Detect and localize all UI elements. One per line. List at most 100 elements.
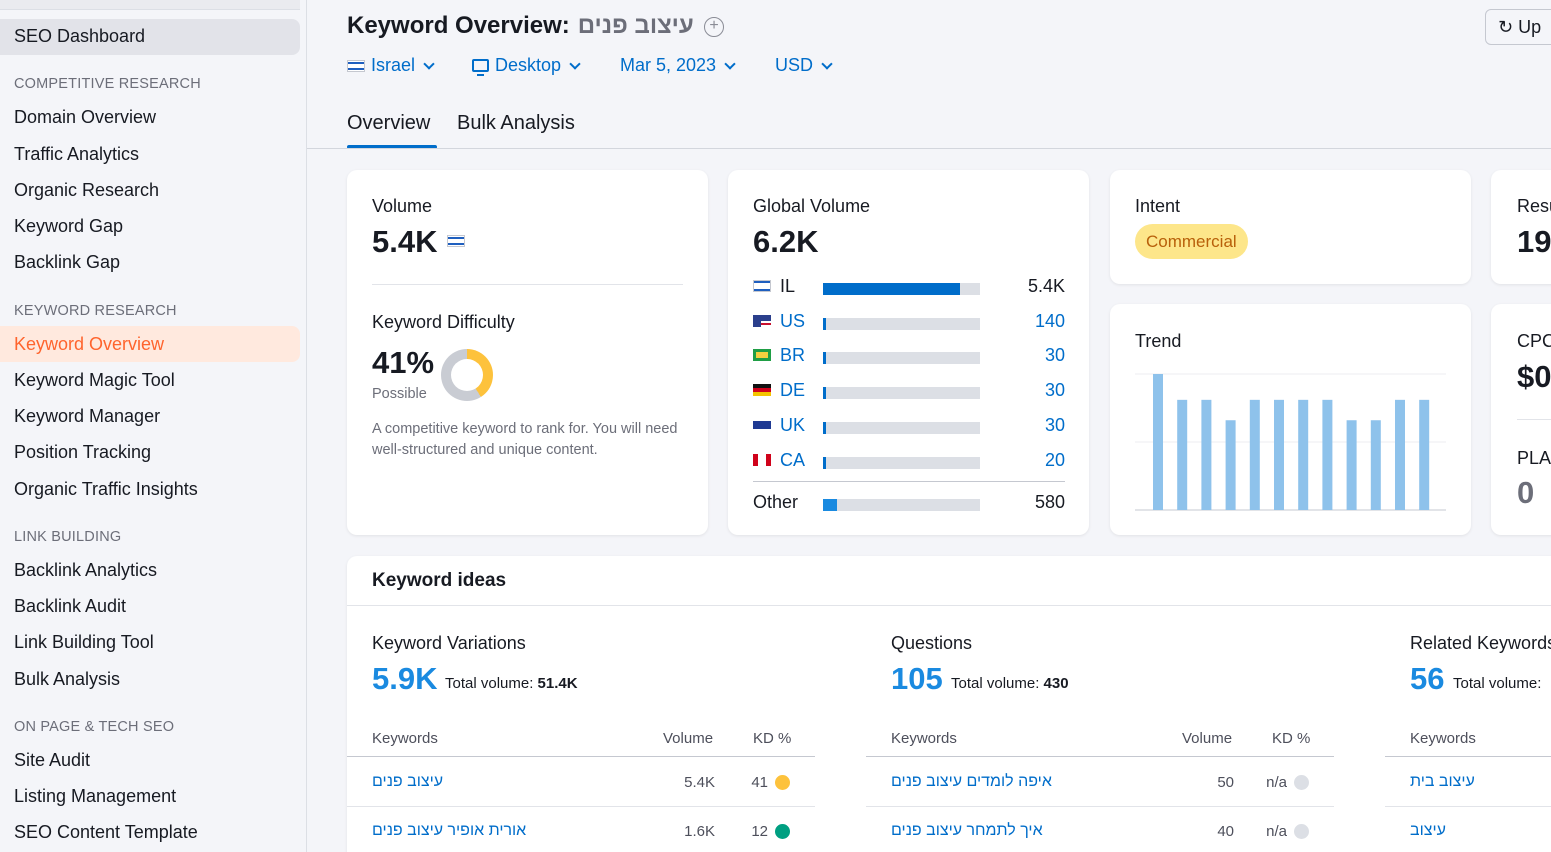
trend-bar[interactable] xyxy=(1346,420,1357,510)
sidebar-heading-on-page: ON PAGE & TECH SEO xyxy=(14,719,175,735)
keyword-variations-count[interactable]: 5.9K xyxy=(372,661,438,696)
tab-overview[interactable]: Overview xyxy=(347,112,431,134)
keyword-difficulty-level: Possible xyxy=(372,386,427,402)
country-volume: 20 xyxy=(1044,449,1065,470)
column-header-keywords: Keywords xyxy=(891,730,957,747)
trend-bar[interactable] xyxy=(1225,420,1236,510)
sidebar-item-keyword-overview-bg[interactable] xyxy=(0,326,300,362)
global-volume-value: 6.2K xyxy=(753,224,819,259)
country-code: UK xyxy=(780,414,806,435)
keyword-ideas-card xyxy=(347,556,1551,852)
related-keywords-title: Related Keywords xyxy=(1410,633,1551,653)
keyword-difficulty-label: Keyword Difficulty xyxy=(372,312,515,332)
sidebar-item-backlink-analytics[interactable]: Backlink Analytics xyxy=(14,560,158,580)
kd-indicator-dot xyxy=(775,824,790,839)
keyword-link[interactable]: איפה לומדים עיצוב פנים xyxy=(891,773,1052,790)
country-filter[interactable]: Israel xyxy=(347,55,437,76)
keyword-difficulty-donut xyxy=(441,349,493,401)
trend-bar[interactable] xyxy=(1274,399,1284,510)
device-filter-label: Desktop xyxy=(495,55,562,75)
keyword-link[interactable]: עיצוב xyxy=(1410,822,1446,839)
sidebar-item-domain-overview[interactable]: Domain Overview xyxy=(14,107,157,127)
intent-label: Intent xyxy=(1135,196,1181,216)
trend-bar[interactable] xyxy=(1249,399,1260,510)
ca-flag-icon xyxy=(753,453,771,466)
global-volume-row-other: Other 580 xyxy=(753,492,1065,514)
keyword-link[interactable]: עיצוב בית xyxy=(1410,773,1475,790)
sidebar-item-seo-dashboard[interactable]: SEO Dashboard xyxy=(14,26,146,46)
kd-indicator-dot xyxy=(1294,775,1309,790)
trend-bar[interactable] xyxy=(1201,399,1212,510)
sidebar-item-traffic-analytics[interactable]: Traffic Analytics xyxy=(14,144,140,164)
pla-value: 0 xyxy=(1517,475,1535,510)
chevron-down-icon xyxy=(821,57,833,70)
sidebar-item-bulk-analysis[interactable]: Bulk Analysis xyxy=(14,669,121,689)
keyword-link[interactable]: איך לתמחר עיצוב פנים xyxy=(891,822,1043,839)
global-volume-bar-fill xyxy=(823,456,826,469)
global-volume-divider xyxy=(753,481,1065,482)
sidebar-item-keyword-overview[interactable]: Keyword Overview xyxy=(14,334,165,354)
us-flag-icon xyxy=(753,314,771,327)
chevron-down-icon xyxy=(569,57,581,70)
sidebar-item-position-tracking[interactable]: Position Tracking xyxy=(14,442,152,462)
keyword-ideas-divider xyxy=(347,605,1551,606)
currency-filter[interactable]: USD xyxy=(775,55,835,76)
sidebar-item-keyword-magic-tool[interactable]: Keyword Magic Tool xyxy=(14,370,175,390)
page-title: Keyword Overview: עיצוב פנים xyxy=(347,12,694,40)
update-button[interactable]: ↻ Up xyxy=(1485,9,1551,45)
sidebar-item-backlink-gap[interactable]: Backlink Gap xyxy=(14,252,121,272)
global-volume-row-us[interactable]: US 140 xyxy=(753,311,1065,333)
trend-bar[interactable] xyxy=(1177,399,1188,510)
keyword-volume: 1.6K xyxy=(684,823,715,840)
sidebar-item-keyword-gap[interactable]: Keyword Gap xyxy=(14,216,124,236)
global-volume-row-il[interactable]: IL 5.4K xyxy=(753,276,1065,298)
country-code: IL xyxy=(780,276,796,296)
sidebar-heading-competitive: COMPETITIVE RESEARCH xyxy=(14,76,201,92)
add-to-list-icon[interactable]: + xyxy=(704,17,724,37)
trend-bar[interactable] xyxy=(1370,420,1381,510)
global-volume-bar-track xyxy=(823,317,980,330)
table-row-divider xyxy=(347,806,815,807)
trend-bar[interactable] xyxy=(1395,399,1405,510)
global-volume-row-ca[interactable]: CA 20 xyxy=(753,450,1065,472)
global-volume-bar-track xyxy=(823,421,980,434)
keyword-kd: 12 xyxy=(751,823,768,840)
device-filter[interactable]: Desktop xyxy=(472,55,583,76)
global-volume-row-de[interactable]: DE 30 xyxy=(753,380,1065,402)
keyword-link[interactable]: עיצוב פנים xyxy=(372,773,444,790)
sidebar-item-keyword-manager[interactable]: Keyword Manager xyxy=(14,406,161,426)
sidebar-item-backlink-audit[interactable]: Backlink Audit xyxy=(14,596,127,616)
sidebar-item-seo-content-template[interactable]: SEO Content Template xyxy=(14,822,198,842)
intent-badge: Commercial xyxy=(1135,224,1248,259)
date-filter[interactable]: Mar 5, 2023 xyxy=(620,55,738,76)
tab-bulk-analysis[interactable]: Bulk Analysis xyxy=(457,112,575,134)
global-volume-row-br[interactable]: BR 30 xyxy=(753,345,1065,367)
related-keywords-count[interactable]: 56 xyxy=(1410,661,1445,696)
country-code: US xyxy=(780,310,806,331)
global-volume-row-uk[interactable]: UK 30 xyxy=(753,415,1065,437)
global-volume-label: Global Volume xyxy=(753,196,871,216)
questions-count[interactable]: 105 xyxy=(891,661,943,696)
trend-bar[interactable] xyxy=(1419,399,1430,510)
global-volume-bar-fill xyxy=(823,283,960,295)
global-volume-other-value: 580 xyxy=(1034,492,1065,512)
sidebar-item-listing-management[interactable]: Listing Management xyxy=(14,786,177,806)
column-header-volume: Volume xyxy=(1182,730,1233,747)
sidebar-item-site-audit[interactable]: Site Audit xyxy=(14,750,91,770)
keyword-volume: 5.4K xyxy=(684,774,715,791)
trend-bar[interactable] xyxy=(1298,399,1309,510)
table-header-divider xyxy=(866,756,1334,757)
sidebar-item-seo-dashboard-bg[interactable] xyxy=(0,19,300,55)
kd-indicator-dot xyxy=(775,775,790,790)
trend-bar[interactable] xyxy=(1322,399,1333,510)
keyword-difficulty-value: 41% xyxy=(372,345,435,380)
volume-card-divider xyxy=(372,284,683,285)
sidebar-item-organic-traffic-insights[interactable]: Organic Traffic Insights xyxy=(14,479,198,499)
keyword-link[interactable]: אורית אופיר עיצוב פנים xyxy=(372,822,527,839)
sidebar-item-link-building-tool[interactable]: Link Building Tool xyxy=(14,632,154,652)
sidebar-item-organic-research[interactable]: Organic Research xyxy=(14,180,160,200)
results-label: Resu xyxy=(1517,196,1551,216)
trend-bar[interactable] xyxy=(1153,374,1163,510)
keyword-kd: n/a xyxy=(1266,774,1287,791)
uk-flag-icon xyxy=(753,418,771,431)
